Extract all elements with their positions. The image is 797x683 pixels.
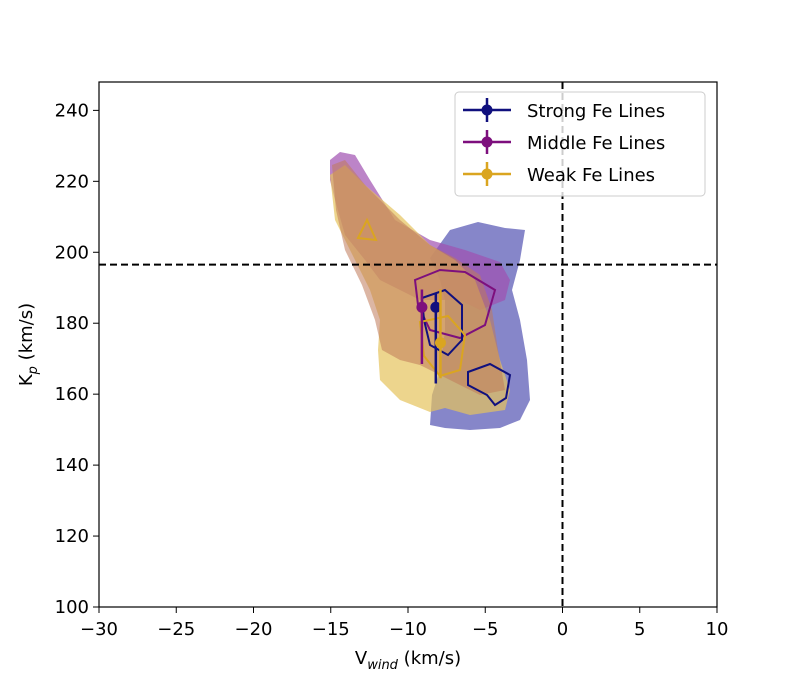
strong-contour — [467, 362, 512, 407]
legend-label: Strong Fe Lines — [527, 101, 665, 122]
x-tick-label: −30 — [80, 619, 118, 640]
x-tick-label: −20 — [235, 619, 273, 640]
point — [430, 301, 442, 313]
legend-marker — [481, 168, 493, 180]
legend-label: Middle Fe Lines — [527, 133, 665, 154]
y-axis-label-part: K — [16, 373, 37, 386]
y-tick-label: 140 — [55, 455, 89, 476]
y-axis-label-part: (km/s) — [16, 303, 37, 366]
y-axis-label: Kp (km/s) — [16, 303, 41, 386]
x-tick-label: −15 — [312, 619, 350, 640]
point — [434, 337, 446, 349]
y-tick-label: 160 — [55, 384, 89, 405]
y-tick-label: 200 — [55, 242, 89, 263]
x-axis-label: Vwind (km/s) — [355, 648, 461, 673]
legend-marker — [481, 104, 493, 116]
x-tick-label: −25 — [157, 619, 195, 640]
y-tick-label: 180 — [55, 313, 89, 334]
y-tick-label: 240 — [55, 100, 89, 121]
x-tick-label: 0 — [557, 619, 568, 640]
y-tick-label: 100 — [55, 597, 89, 618]
y-tick-label: 120 — [55, 526, 89, 547]
legend-label: Weak Fe Lines — [527, 165, 655, 186]
density-regions — [330, 152, 530, 430]
weak-contour — [356, 217, 378, 242]
y-axis-label-part: p — [26, 366, 41, 375]
point — [416, 301, 428, 313]
x-tick-label: 10 — [706, 619, 729, 640]
x-axis-label-part: (km/s) — [398, 648, 461, 669]
x-tick-label: 5 — [634, 619, 645, 640]
legend-marker — [481, 136, 493, 148]
y-tick-label: 220 — [55, 171, 89, 192]
x-axis-label-part: wind — [367, 658, 398, 673]
weak-contour — [418, 314, 467, 378]
strong-contour — [420, 288, 463, 357]
x-axis-label-part: V — [355, 648, 368, 669]
x-tick-label: −5 — [472, 619, 499, 640]
legend-box — [454, 91, 706, 197]
x-tick-label: −10 — [389, 619, 427, 640]
